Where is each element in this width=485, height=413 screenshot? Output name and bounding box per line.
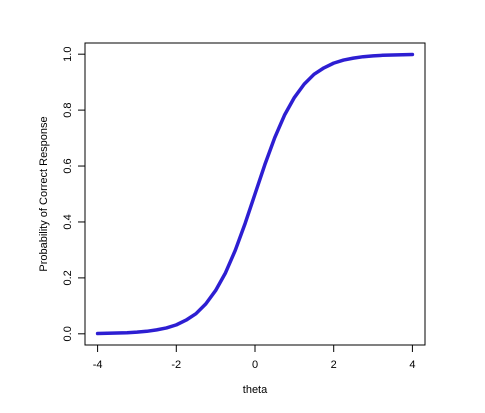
x-tick-label: 0	[252, 359, 258, 371]
y-tick-label: 0.0	[62, 326, 74, 341]
x-axis-title: theta	[243, 384, 268, 396]
y-tick-label: 0.4	[62, 214, 74, 229]
data-line	[95, 52, 415, 336]
x-tick-label: -4	[93, 359, 103, 371]
x-tick-label: -2	[171, 359, 181, 371]
x-tick-label: 4	[409, 359, 415, 371]
y-tick-label: 1.0	[62, 47, 74, 62]
x-tick-label: 2	[331, 359, 337, 371]
y-tick-label: 0.6	[62, 158, 74, 173]
y-axis-title: Probability of Correct Response	[38, 116, 50, 271]
y-tick-label: 0.2	[62, 270, 74, 285]
y-tick-label: 0.8	[62, 102, 74, 117]
